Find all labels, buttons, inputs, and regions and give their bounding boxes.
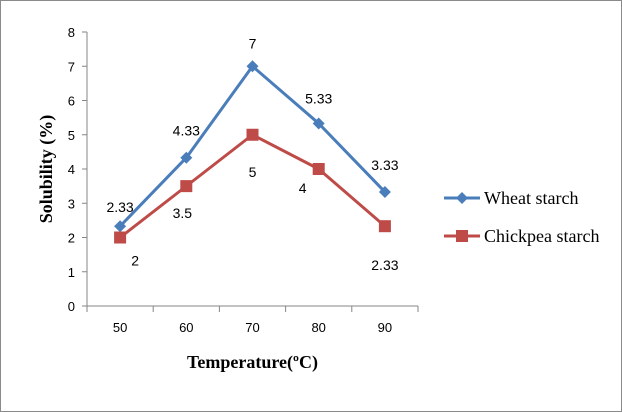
data-point-square: [246, 128, 259, 141]
legend: Wheat starch Chickpea starch: [444, 188, 599, 246]
y-tick-label: 3: [68, 196, 75, 211]
data-label: 4: [299, 180, 307, 196]
data-point-diamond: [114, 220, 127, 233]
y-tick-label: 5: [68, 128, 75, 143]
y-tick-label: 4: [68, 162, 75, 177]
data-label: 3.33: [371, 157, 398, 173]
data-label: 7: [249, 35, 257, 51]
y-tick-label: 7: [68, 59, 75, 74]
series-line-0: [119, 64, 386, 228]
x-tick-label: 70: [245, 320, 259, 335]
data-label: 2.33: [106, 199, 133, 215]
data-label: 5: [249, 164, 257, 180]
data-label: 2: [131, 253, 139, 269]
data-label: 2.33: [371, 257, 398, 273]
legend-marker-diamond: [456, 192, 468, 204]
data-point-square: [312, 163, 325, 175]
y-tick-label: 1: [68, 265, 75, 280]
data-point-square: [378, 220, 391, 233]
y-tick-label: 2: [68, 231, 75, 246]
legend-label: Wheat starch: [484, 188, 578, 208]
x-tick-label: 80: [311, 320, 325, 335]
y-tick-label: 0: [68, 299, 75, 314]
data-point-square: [114, 231, 127, 244]
y-axis-title: Solubility (%): [36, 115, 57, 224]
series-markers: [114, 60, 391, 244]
legend-marker-square: [456, 230, 468, 242]
data-point-diamond: [180, 151, 193, 164]
x-tick-label: 50: [113, 320, 127, 335]
data-label: 5.33: [305, 90, 332, 106]
data-point-square: [180, 180, 193, 193]
data-point-diamond: [246, 60, 259, 73]
y-tick-label: 8: [68, 25, 75, 40]
data-point-diamond: [378, 185, 391, 198]
series-lines: [119, 64, 386, 239]
x-tick-label: 60: [179, 320, 193, 335]
data-label: 4.33: [173, 123, 200, 139]
data-label: 3.5: [173, 205, 193, 221]
x-tick-label: 90: [378, 320, 392, 335]
axes: 0 1 2 3 4 5 6 7 8 50 60 70 80 90: [68, 25, 419, 335]
y-tick-label: 6: [68, 94, 75, 109]
legend-label: Chickpea starch: [484, 226, 599, 246]
x-axis-title: Temperature(ºC): [187, 352, 318, 373]
data-labels: 2.33 4.33 7 5.33 3.33 2 3.5 5 4 2.33: [106, 35, 398, 273]
data-point-diamond: [312, 117, 325, 130]
